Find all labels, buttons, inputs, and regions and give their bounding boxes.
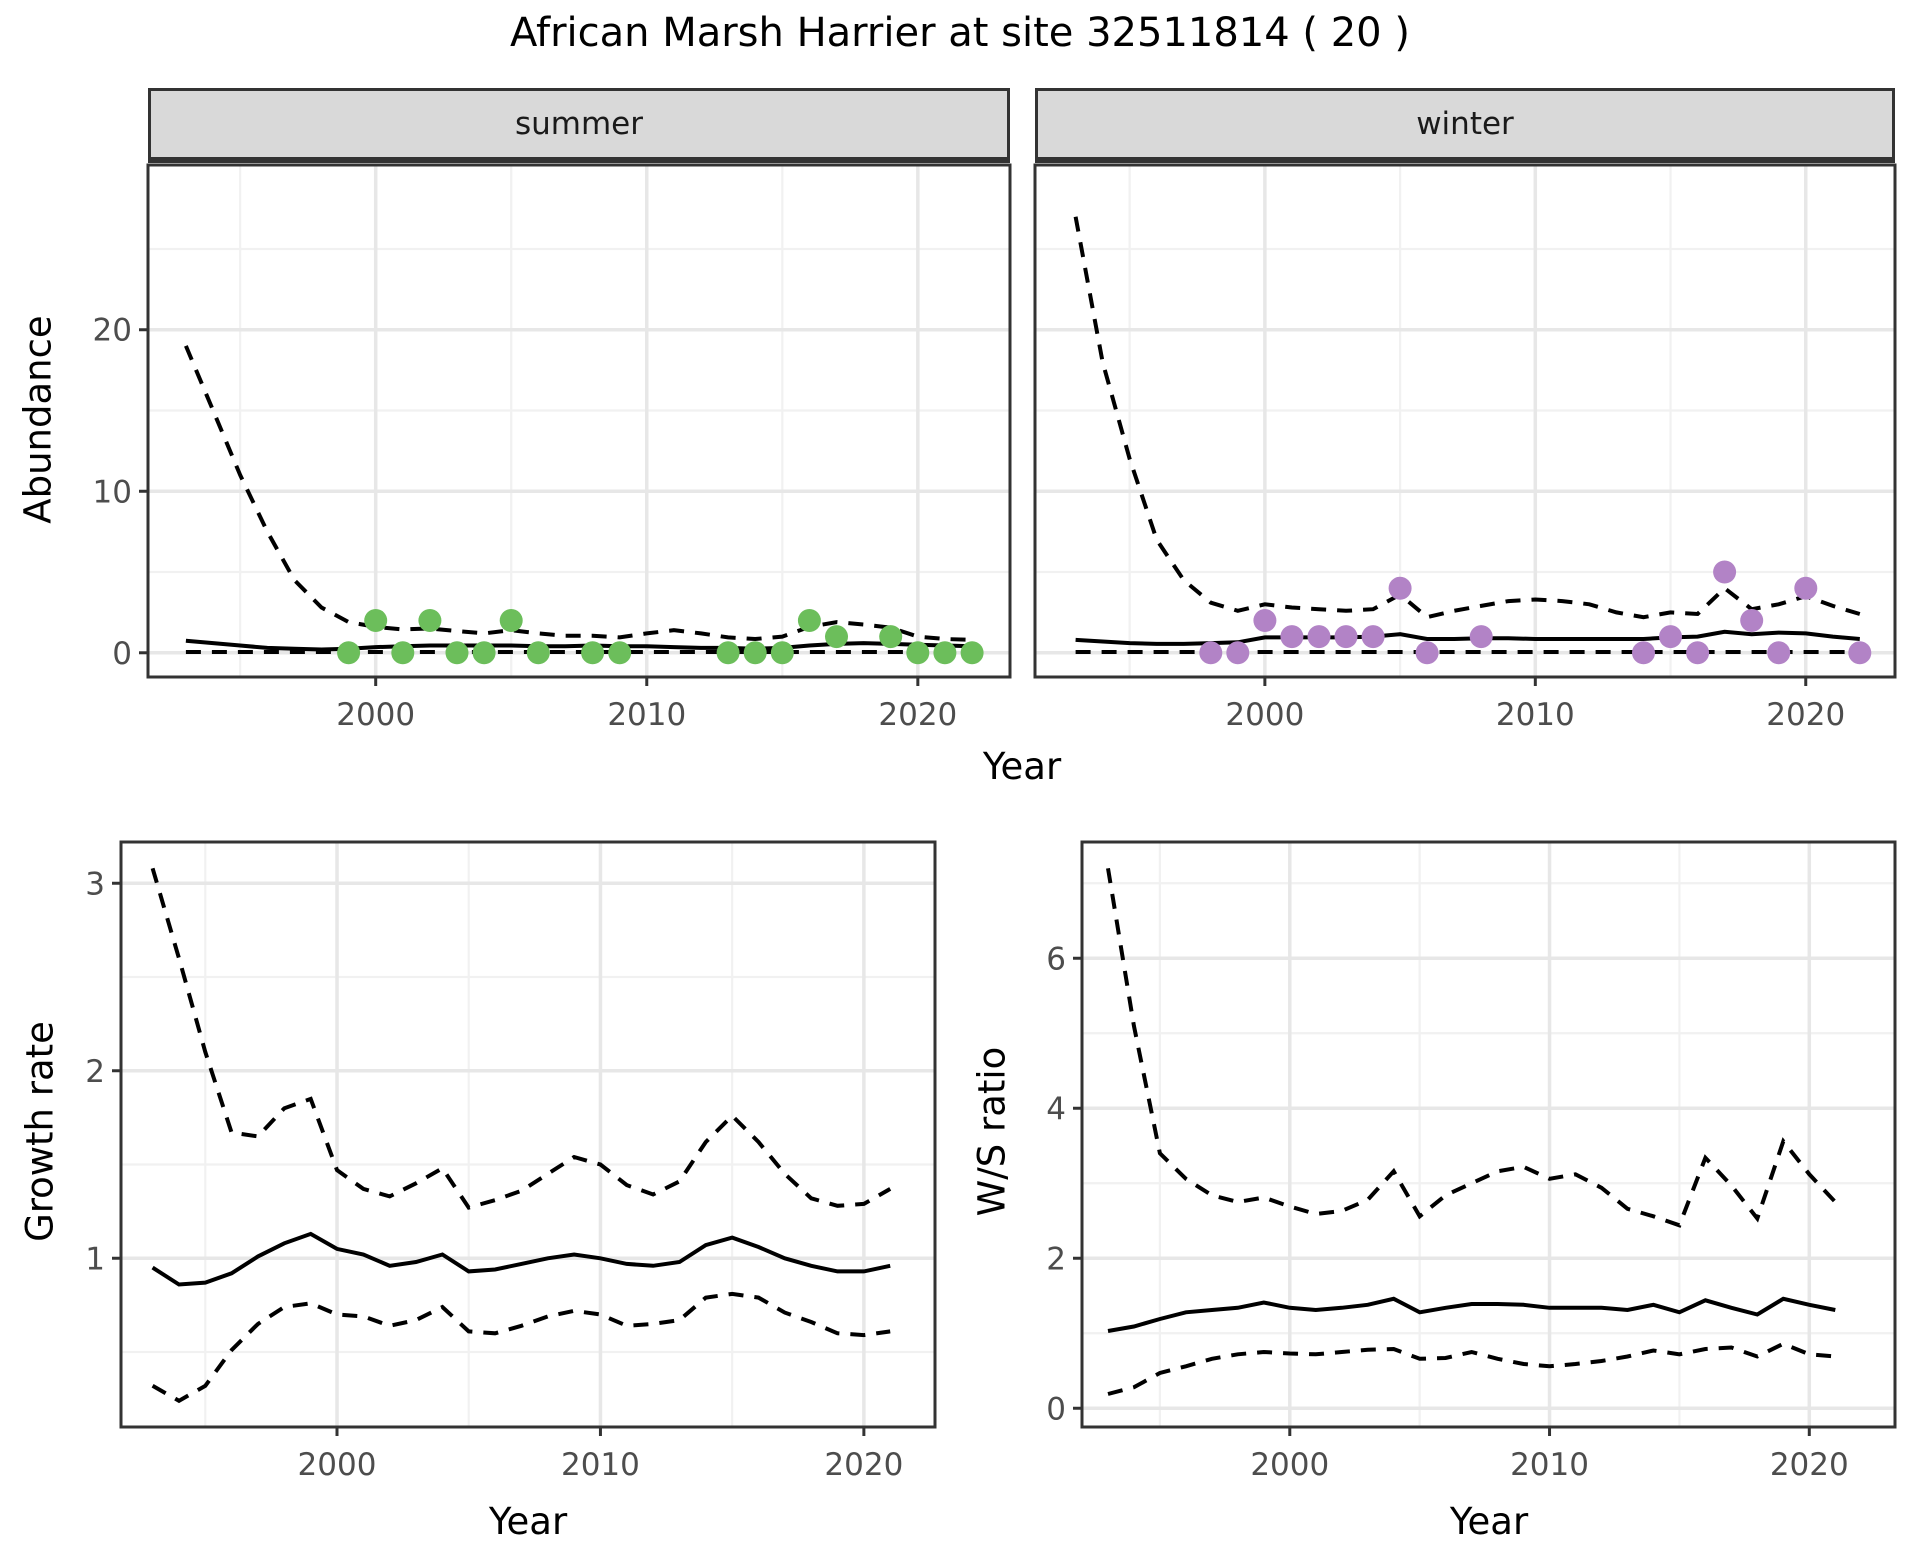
data-point: [337, 641, 361, 665]
data-point: [1253, 609, 1277, 632]
data-point: [581, 641, 605, 665]
data-point: [1334, 625, 1358, 649]
x-tick-label: 2000: [336, 697, 415, 733]
lower_ci-line: [1107, 1341, 1836, 1396]
data-point: [1632, 641, 1655, 665]
x-tick-label: 2000: [1225, 697, 1304, 733]
x-tick-label: 2010: [561, 1447, 640, 1483]
x-tick-label: 2020: [1770, 1447, 1849, 1483]
facet-strip-summer: summer: [148, 88, 1010, 163]
panel-border: [146, 163, 1012, 679]
panel-data-ws_ratio: [1106, 867, 1837, 1396]
panel-data-growth_rate: [150, 867, 892, 1404]
y-tick-label: 6: [1046, 941, 1066, 977]
y-axis-title-ws-ratio: W/S ratio: [970, 1046, 1014, 1217]
upper_ci-line: [184, 345, 973, 642]
y-axis-title-growth-rate: Growth rate: [18, 1021, 62, 1242]
upper_ci-line: [1106, 867, 1837, 1228]
y-tick-label: 10: [93, 474, 132, 510]
panel-data-abundance_summer: [184, 345, 984, 665]
data-point: [1415, 641, 1439, 665]
data-point: [1388, 576, 1412, 600]
data-point: [825, 625, 848, 649]
panel-data-abundance_winter: [1073, 216, 1872, 665]
x-tick-label: 2010: [1510, 1447, 1589, 1483]
lower_ci-line: [151, 1291, 891, 1404]
x-tick-label: 2010: [607, 697, 686, 733]
data-point: [472, 641, 496, 665]
y-tick-label: 3: [85, 866, 105, 902]
fit-line: [1107, 1296, 1836, 1333]
data-point: [418, 609, 442, 632]
x-tick-label: 2010: [1496, 697, 1575, 733]
x-axis-title-year-top: Year: [982, 745, 1062, 788]
data-point: [445, 641, 469, 665]
panel-growth_rate: 2000 2010 2020 1 2 3: [85, 840, 937, 1483]
y-axis-title-abundance: Abundance: [16, 315, 60, 524]
y-tick-label: 0: [112, 636, 132, 672]
data-point: [1767, 641, 1791, 665]
panel-abundance_winter: 2000 2010 2020: [1033, 163, 1897, 733]
y-tick-label: 2: [1046, 1241, 1066, 1277]
data-point: [1361, 625, 1385, 649]
data-point: [1469, 625, 1493, 649]
data-point: [608, 641, 632, 665]
data-point: [960, 641, 984, 665]
data-point: [906, 641, 930, 665]
panel-border: [1080, 840, 1897, 1429]
data-point: [1659, 625, 1682, 649]
data-point: [364, 609, 388, 632]
panel-abundance_summer: 2000 2010 2020 0 10 20: [93, 163, 1012, 733]
data-point: [526, 641, 550, 665]
panel-border: [1033, 163, 1897, 679]
facet-strip-summer-label: summer: [514, 106, 643, 142]
x-tick-label: 2020: [878, 697, 957, 733]
data-point: [716, 641, 740, 665]
panel-border: [119, 840, 937, 1429]
y-tick-label: 4: [1046, 1091, 1066, 1127]
data-point: [770, 641, 794, 665]
chart-title: African Marsh Harrier at site 32511814 (…: [510, 10, 1410, 56]
x-tick-label: 2000: [1250, 1447, 1329, 1483]
data-point: [499, 609, 523, 632]
y-tick-label: 1: [85, 1241, 105, 1277]
facet-strip-winter: winter: [1035, 88, 1895, 163]
data-point: [1226, 641, 1250, 665]
upper_ci-line: [1073, 216, 1861, 620]
data-point: [1307, 625, 1331, 649]
y-tick-label: 20: [93, 313, 132, 349]
x-axis-title-year-ratio: Year: [1449, 1500, 1529, 1543]
data-point: [391, 641, 415, 665]
y-tick-label: 2: [85, 1054, 105, 1090]
x-axis-title-year-growth: Year: [488, 1500, 568, 1543]
data-point: [879, 625, 903, 649]
data-point: [1794, 576, 1818, 600]
data-point: [1848, 641, 1872, 665]
data-point: [1713, 560, 1737, 584]
data-point: [1280, 625, 1304, 649]
fit-line: [151, 1231, 891, 1287]
x-tick-label: 2020: [1766, 697, 1845, 733]
x-tick-label: 2020: [824, 1447, 903, 1483]
data-point: [933, 641, 957, 665]
x-tick-label: 2000: [298, 1447, 377, 1483]
y-tick-label: 0: [1046, 1391, 1066, 1427]
data-point: [1199, 641, 1223, 665]
data-point: [1686, 641, 1710, 665]
data-point: [743, 641, 767, 665]
data-point: [797, 609, 821, 632]
panel-ws_ratio: 2000 2010 2020 0 2 4 6: [1046, 840, 1897, 1483]
data-point: [1740, 609, 1764, 632]
facet-strip-winter-label: winter: [1416, 106, 1514, 142]
